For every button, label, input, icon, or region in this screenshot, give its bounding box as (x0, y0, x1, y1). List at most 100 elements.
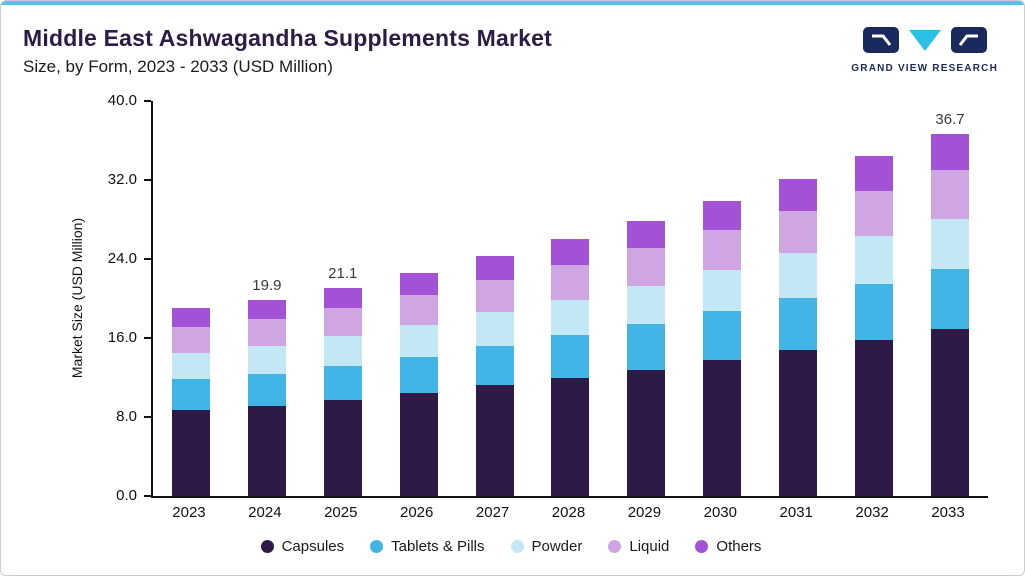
segment-powder (703, 269, 742, 312)
segment-capsules (703, 359, 742, 496)
segment-others (779, 179, 818, 211)
segment-others (171, 308, 210, 328)
bar-2029 (627, 220, 666, 496)
legend-dot (370, 540, 384, 553)
y-tick-label: 0.0 (116, 487, 137, 504)
segment-liquid (931, 170, 970, 219)
bar-2028 (551, 239, 590, 496)
segment-tablets-pills (475, 345, 514, 386)
y-tick-mark (144, 100, 151, 102)
y-tick-mark (144, 495, 151, 497)
x-axis-label: 2023 (172, 504, 206, 521)
x-axis-label: 2026 (399, 504, 434, 521)
top-accent-bar (1, 1, 1024, 5)
y-tick-mark (144, 179, 151, 181)
y-tick-label: 24.0 (107, 250, 137, 267)
segment-liquid (475, 279, 514, 313)
segment-powder (855, 236, 894, 284)
bar-value-label: 19.9 (252, 276, 282, 294)
segment-capsules (779, 349, 818, 496)
segment-capsules (323, 400, 362, 496)
legend-item-powder: Powder (510, 538, 583, 555)
x-axis-label: 2030 (703, 504, 737, 521)
legend: Capsules Tablets & Pills Powder Liquid Other… (61, 538, 961, 555)
segment-others (323, 287, 362, 309)
legend-dot (260, 540, 274, 553)
legend-item-tablets-pills: Tablets & Pills (370, 538, 485, 555)
legend-label: Powder (531, 538, 583, 555)
legend-item-capsules: Capsules (260, 538, 344, 555)
segment-capsules (931, 329, 970, 496)
segment-others (399, 272, 438, 295)
segment-powder (627, 285, 666, 325)
x-axis-label: 2033 (931, 504, 965, 521)
x-axis-label: 2025 (324, 504, 358, 521)
bar-value-label: 21.1 (328, 264, 358, 282)
legend-item-others: Others (695, 538, 761, 555)
segment-others (931, 133, 970, 171)
grand-view-research-logo: GRAND VIEW RESEARCH (851, 27, 998, 74)
chart-header: Middle East Ashwagandha Supplements Mark… (23, 25, 998, 77)
legend-label: Tablets & Pills (391, 538, 485, 555)
segment-others (855, 156, 894, 191)
segment-powder (779, 253, 818, 298)
segment-liquid (779, 210, 818, 254)
logo-triangle-icon (907, 27, 943, 58)
y-tick-label: 40.0 (107, 92, 137, 109)
segment-others (627, 220, 666, 249)
legend-label: Others (716, 538, 762, 555)
segment-capsules (855, 339, 894, 496)
segment-capsules (627, 369, 666, 496)
segment-liquid (551, 264, 590, 300)
bar-value-label: 36.7 (935, 110, 965, 128)
segment-capsules (171, 410, 210, 496)
bar-2027 (475, 256, 514, 496)
logo-square-icon (862, 27, 899, 58)
legend-dot (510, 540, 524, 553)
bar-2031 (779, 179, 818, 496)
y-tick-label: 8.0 (116, 408, 137, 425)
legend-label: Liquid (629, 538, 670, 555)
x-axis-label: 2029 (627, 504, 662, 521)
logo-shapes (862, 27, 987, 58)
plot-area: 19.9 21.1 36.7 (151, 101, 988, 498)
segment-powder (475, 312, 514, 346)
segment-powder (171, 352, 210, 380)
x-axis-label: 2031 (779, 504, 813, 521)
segment-tablets-pills (323, 365, 362, 401)
segment-tablets-pills (627, 324, 666, 370)
bar-2033: 36.7 (931, 111, 970, 496)
segment-tablets-pills (551, 335, 590, 378)
x-axis: 2023 2024 2025 2026 2027 2028 2029 2030 2031 2032… (151, 504, 986, 521)
segment-liquid (627, 248, 666, 286)
segment-capsules (247, 406, 286, 496)
y-tick-mark (144, 258, 151, 260)
segment-powder (399, 325, 438, 357)
bar-2023 (171, 308, 210, 496)
segment-liquid (323, 308, 362, 337)
segment-others (551, 239, 590, 265)
segment-capsules (551, 377, 590, 496)
segment-powder (323, 336, 362, 366)
segment-others (475, 256, 514, 280)
segment-others (247, 299, 286, 320)
segment-liquid (703, 230, 742, 270)
legend-dot (695, 540, 709, 553)
segment-powder (931, 218, 970, 269)
y-tick-label: 32.0 (107, 171, 137, 188)
segment-others (703, 200, 742, 231)
logo-flag-icon (950, 27, 987, 58)
x-axis-label: 2024 (248, 504, 282, 521)
legend-dot (608, 540, 622, 553)
chart-title: Middle East Ashwagandha Supplements Mark… (23, 25, 552, 51)
segment-liquid (399, 294, 438, 326)
segment-liquid (171, 327, 210, 353)
segment-tablets-pills (855, 283, 894, 340)
segment-tablets-pills (399, 356, 438, 394)
bar-2030 (703, 200, 742, 496)
bar-2024: 19.9 (247, 277, 286, 496)
segment-tablets-pills (703, 311, 742, 360)
bar-2026 (399, 272, 438, 496)
logo-text: GRAND VIEW RESEARCH (851, 63, 998, 74)
